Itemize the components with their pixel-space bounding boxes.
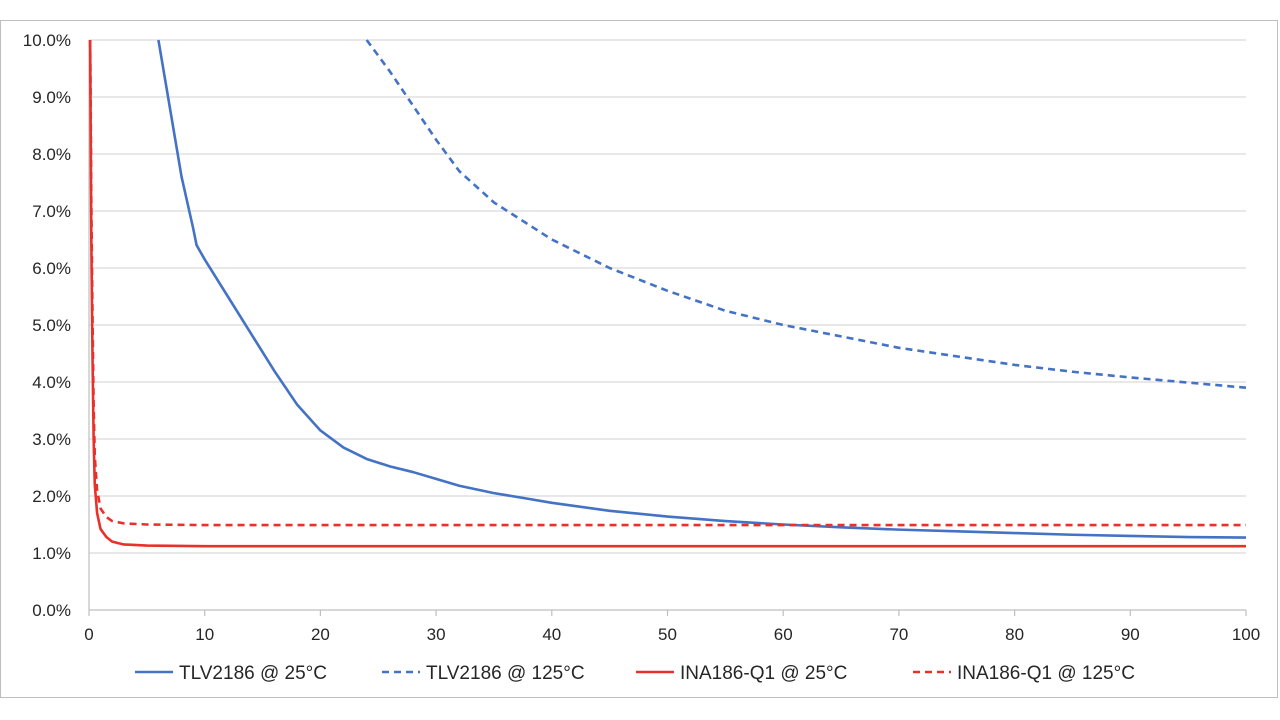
legend-label-3: INA186-Q1 @ 25°C: [680, 663, 847, 684]
x-tick-label: 20: [311, 625, 330, 644]
y-tick-label: 5.0%: [32, 316, 71, 335]
y-tick-label: 1.0%: [32, 544, 71, 563]
y-tick-label: 4.0%: [32, 373, 71, 392]
axes: 0.0% 1.0% 2.0% 3.0% 4.0% 5.0% 6.0% 7.0% 8.0% 9.0%…: [23, 31, 1260, 644]
x-tick-label: 100: [1232, 625, 1260, 644]
y-tick-label: 3.0%: [32, 430, 71, 449]
series-line-1: [157, 39, 1247, 539]
chart-frame: [0, 20, 1278, 698]
x-tick-label: 90: [1121, 625, 1140, 644]
x-tick-label: 10: [195, 625, 214, 644]
y-tick-label: 2.0%: [32, 487, 71, 506]
y-tick-label: 9.0%: [32, 88, 71, 107]
y-tick-label: 6.0%: [32, 259, 71, 278]
x-tick-label: 60: [774, 625, 793, 644]
x-tick-label: 70: [889, 625, 908, 644]
gridlines: [89, 39, 1246, 554]
series-line-3: [88, 39, 1246, 548]
x-tick-label: 40: [542, 625, 561, 644]
series-line-2: [365, 39, 1247, 389]
y-tick-label: 0.0%: [32, 601, 71, 620]
legend-label-2: TLV2186 @ 125°C: [426, 663, 585, 684]
series-lines: [88, 39, 1247, 548]
series-line-4: [88, 39, 1246, 527]
legend-label-4: INA186-Q1 @ 125°C: [957, 663, 1135, 684]
legend-label-1: TLV2186 @ 25°C: [179, 663, 327, 684]
x-tick-label: 30: [427, 625, 446, 644]
y-tick-label: 7.0%: [32, 202, 71, 221]
x-tick-label: 50: [658, 625, 677, 644]
x-tick-label: 80: [1005, 625, 1024, 644]
legend: TLV2186 @ 25°C TLV2186 @ 125°C INA186-Q1 @…: [135, 663, 1135, 684]
y-tick-label: 8.0%: [32, 145, 71, 164]
y-tick-label: 10.0%: [23, 31, 71, 50]
x-tick-label: 0: [84, 625, 93, 644]
